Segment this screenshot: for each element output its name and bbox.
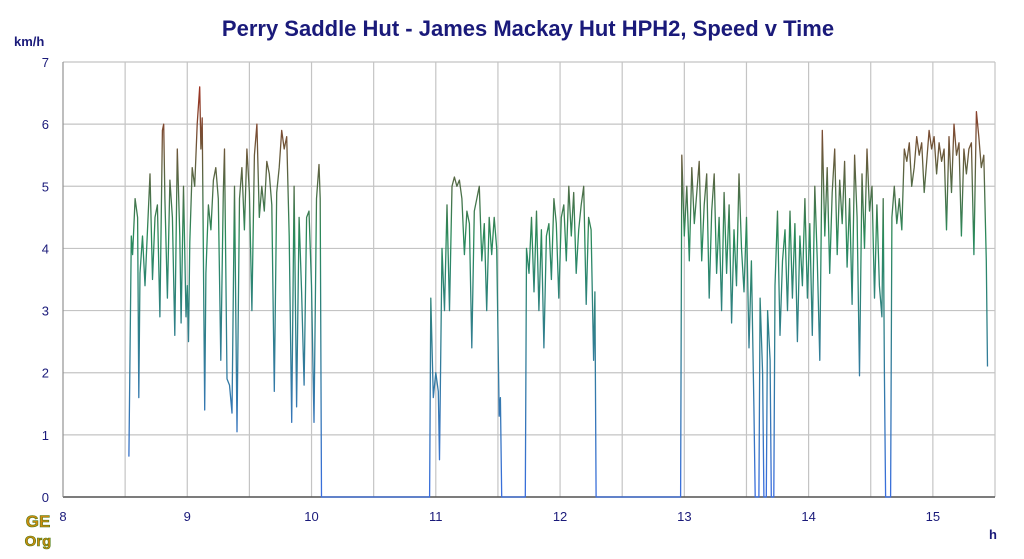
x-tick-label: 15 [926,509,940,524]
y-tick-label: 5 [42,179,49,194]
y-tick-label: 1 [42,428,49,443]
y-tick-label: 6 [42,117,49,132]
svg-text:Org: Org [25,533,52,550]
x-tick-label: 9 [184,509,191,524]
y-tick-label: 4 [42,241,49,256]
x-tick-label: 8 [59,509,66,524]
chart-title: Perry Saddle Hut - James Mackay Hut HPH2… [221,16,835,41]
y-tick-label: 2 [42,366,49,381]
y-tick-label: 3 [42,304,49,319]
y-axis-unit: km/h [14,34,45,49]
x-tick-label: 12 [553,509,567,524]
svg-text:GE: GE [26,512,51,531]
y-tick-label: 0 [42,490,49,505]
x-tick-label: 10 [304,509,318,524]
x-tick-label: 13 [677,509,691,524]
x-tick-label: 11 [429,509,443,524]
y-tick-label: 7 [42,55,49,70]
ge-org-logo-icon: GE Org [24,512,52,550]
x-axis-unit: h [989,527,997,542]
speed-series-line [128,86,989,498]
x-tick-label: 14 [801,509,815,524]
